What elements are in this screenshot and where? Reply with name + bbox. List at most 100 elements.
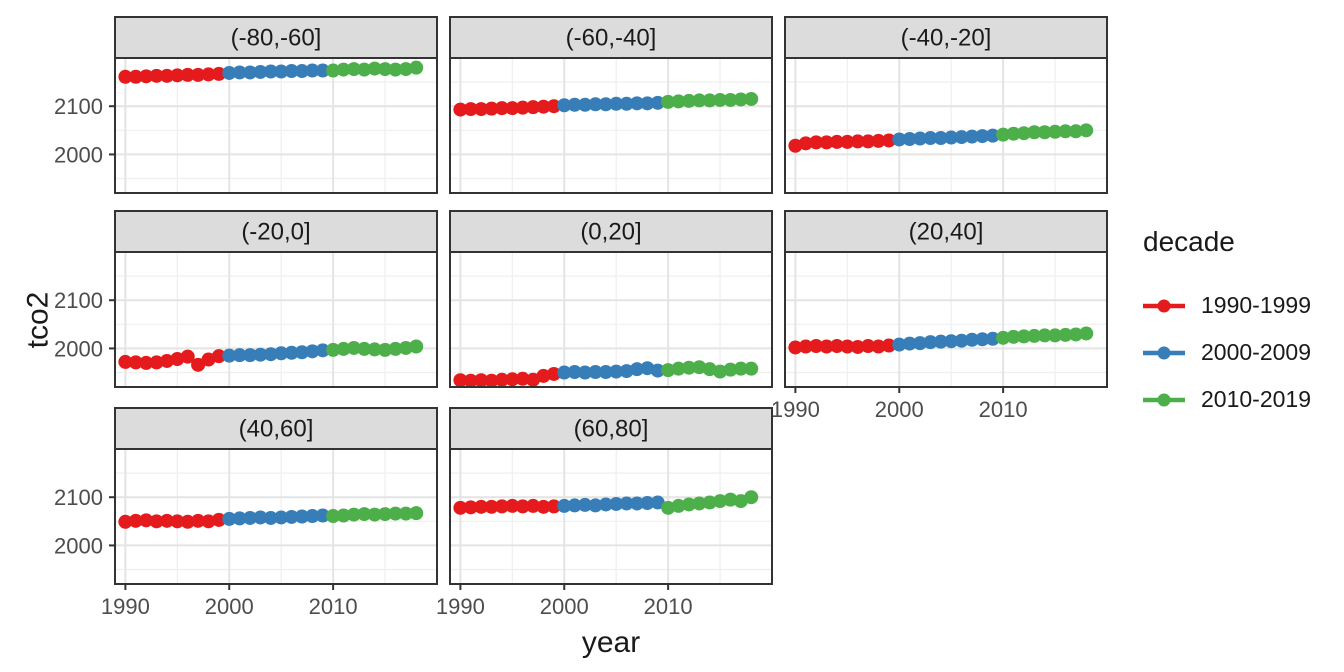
data-point: [474, 499, 489, 514]
data-point: [180, 67, 195, 82]
y-tick-label: 2000: [54, 336, 103, 361]
data-point: [201, 514, 216, 529]
data-point: [118, 354, 133, 369]
data-point: [702, 495, 717, 510]
data-point: [1027, 328, 1042, 343]
data-point: [954, 130, 969, 145]
data-point: [1048, 328, 1063, 343]
data-point: [398, 506, 413, 521]
data-point: [263, 64, 278, 79]
data-point: [671, 94, 686, 109]
data-point: [305, 63, 320, 78]
y-tick-label: 2000: [54, 142, 103, 167]
data-point: [284, 345, 299, 360]
facet-strip-label: (60,80]: [574, 416, 649, 443]
data-point: [1037, 328, 1052, 343]
data-point: [567, 498, 582, 513]
data-point: [809, 339, 824, 354]
series-2010-2019: [326, 339, 424, 357]
data-point: [326, 509, 341, 524]
data-point: [526, 100, 541, 115]
data-point: [494, 101, 509, 116]
series-2010-2019: [996, 123, 1094, 142]
series-1990-1999: [453, 99, 561, 117]
data-point: [243, 510, 258, 525]
series-2000-2009: [557, 361, 665, 380]
x-tick-label: 1990: [771, 397, 820, 422]
data-point: [557, 98, 572, 113]
data-point: [494, 372, 509, 387]
data-point: [474, 373, 489, 388]
x-tick-label: 2010: [309, 594, 358, 619]
data-point: [536, 499, 551, 514]
legend-entry-2010-2019: 2010-2019: [1143, 376, 1311, 423]
data-point: [243, 65, 258, 80]
data-point: [733, 92, 748, 107]
data-point: [232, 511, 247, 526]
series-2000-2009: [222, 343, 330, 363]
data-point: [650, 95, 665, 110]
data-point: [346, 62, 361, 77]
data-point: [578, 365, 593, 380]
legend-entry-label: 2000-2009: [1201, 339, 1311, 365]
y-axis-title: tco2: [21, 291, 55, 349]
series-2010-2019: [661, 490, 759, 515]
data-point: [850, 134, 865, 149]
data-point: [367, 61, 382, 76]
data-point: [609, 96, 624, 111]
data-point: [128, 355, 143, 370]
data-point: [232, 65, 247, 80]
data-point: [913, 336, 928, 351]
data-point: [326, 63, 341, 78]
data-point: [871, 339, 886, 354]
data-point: [139, 513, 154, 528]
data-point: [453, 373, 468, 388]
series-1990-1999: [118, 66, 226, 84]
data-point: [713, 494, 728, 509]
data-point: [378, 342, 393, 357]
data-point: [159, 353, 174, 368]
legend-entries: 1990-1999 2000-2009 2010-2019: [1143, 282, 1311, 423]
facet-strip: [784, 16, 1108, 59]
data-point: [180, 514, 195, 529]
data-point: [484, 101, 499, 116]
series-2010-2019: [661, 91, 759, 109]
data-point: [326, 342, 341, 357]
data-point: [263, 510, 278, 525]
data-point: [484, 499, 499, 514]
data-point: [702, 93, 717, 108]
y-tick-label: 2000: [54, 533, 103, 558]
data-point: [346, 507, 361, 522]
data-point: [557, 365, 572, 380]
data-point: [367, 342, 382, 357]
data-point: [881, 133, 896, 148]
data-point: [536, 368, 551, 383]
data-point: [515, 100, 530, 115]
facet-strip: [784, 210, 1108, 253]
data-point: [840, 339, 855, 354]
data-point: [149, 355, 164, 370]
data-point: [588, 97, 603, 112]
data-point: [409, 339, 424, 354]
data-point: [1068, 327, 1083, 342]
data-point: [629, 96, 644, 111]
facet: (60,80] 1990 2000 2010: [436, 407, 773, 619]
data-point: [567, 365, 582, 380]
data-point: [829, 339, 844, 354]
facet: (-20,0] 2000 2100: [54, 210, 438, 388]
facet-strip-label: (20,40]: [909, 219, 984, 246]
data-point: [398, 62, 413, 77]
data-point: [1027, 125, 1042, 140]
data-point: [170, 514, 185, 529]
data-point: [388, 62, 403, 77]
data-point: [1068, 124, 1083, 139]
data-point: [453, 500, 468, 515]
data-point: [744, 91, 759, 106]
data-point: [118, 69, 133, 84]
facet: (40,60] 1990 2000 2010 2000 2100: [54, 407, 438, 619]
facet-strip-label: (40,60]: [239, 416, 314, 443]
series-2000-2009: [222, 63, 330, 80]
data-point: [149, 514, 164, 529]
facet: (0,20]: [449, 210, 773, 388]
data-point: [744, 361, 759, 376]
